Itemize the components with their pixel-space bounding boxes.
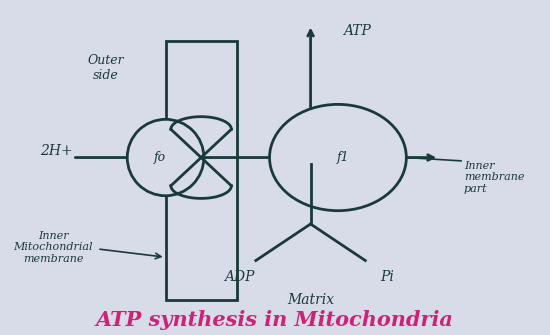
Text: ATP: ATP (343, 24, 371, 38)
Text: Inner
Mitochondrial
membrane: Inner Mitochondrial membrane (14, 230, 93, 264)
Text: fo: fo (154, 151, 166, 164)
Ellipse shape (270, 105, 406, 211)
Text: Pi: Pi (380, 270, 394, 284)
Ellipse shape (127, 119, 204, 196)
Text: Matrix: Matrix (287, 293, 334, 308)
Text: 2H+: 2H+ (40, 144, 73, 158)
Bar (166, 41, 236, 300)
Text: Outer
side: Outer side (87, 54, 124, 82)
Text: Inner
membrane
part: Inner membrane part (464, 161, 524, 194)
Text: ADP: ADP (224, 270, 255, 284)
Text: ATP synthesis in Mitochondria: ATP synthesis in Mitochondria (96, 310, 454, 330)
Text: f1: f1 (337, 151, 350, 164)
